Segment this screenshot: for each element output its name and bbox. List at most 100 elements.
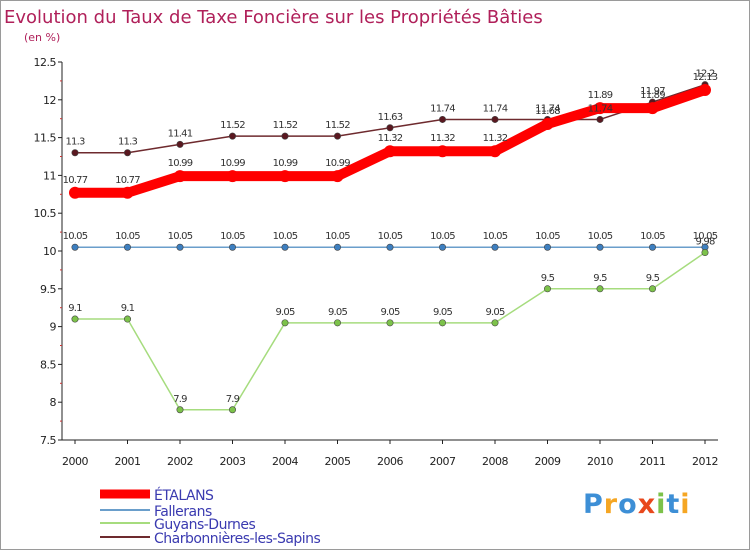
data-point: [333, 319, 341, 327]
data-label: 12.13: [693, 72, 718, 83]
y-tick-label: 9.5: [40, 283, 56, 296]
x-tick-label: 2006: [377, 455, 403, 468]
logo-letter: t: [666, 489, 681, 520]
data-label: 11.52: [220, 120, 245, 131]
data-label: 10.99: [325, 158, 350, 169]
series-line: [74, 251, 706, 411]
data-point: [71, 149, 79, 157]
data-point: [386, 124, 394, 132]
data-point: [281, 319, 289, 327]
data-label: 11.89: [588, 90, 613, 101]
data-label: 9.5: [541, 273, 555, 284]
data-label: 9.05: [485, 307, 505, 318]
data-label: 10.05: [693, 231, 718, 242]
data-point: [279, 170, 291, 183]
data-point: [124, 243, 132, 251]
data-label: 10.05: [325, 231, 350, 242]
data-label: 10.05: [115, 231, 140, 242]
legend-label: Fallerans: [154, 504, 212, 520]
data-point: [176, 406, 184, 414]
data-label: 11.74: [535, 103, 560, 114]
logo-letter: x: [637, 489, 657, 520]
x-tick-label: 2004: [272, 455, 298, 468]
data-point: [386, 243, 394, 251]
y-tick-label: 12.5: [34, 56, 57, 69]
data-point: [543, 285, 551, 293]
data-label: 11.32: [378, 133, 403, 144]
x-tick-label: 2003: [220, 455, 246, 468]
x-tick-label: 2002: [167, 455, 193, 468]
data-label: 9.05: [433, 307, 453, 318]
data-label: 10.05: [168, 231, 193, 242]
data-label: 9.5: [646, 273, 660, 284]
legend: ÉTALANSFalleransGuyans-DurnesCharbonnièr…: [100, 487, 321, 547]
data-point: [646, 102, 659, 115]
data-point: [174, 170, 186, 183]
data-label: 7.9: [173, 394, 187, 405]
data-point: [333, 243, 341, 251]
data-label: 11.63: [378, 112, 403, 123]
data-label: 12.2: [695, 69, 715, 80]
data-point: [541, 117, 554, 130]
data-label: 7.9: [226, 394, 240, 405]
data-point: [281, 132, 289, 140]
x-tick-label: 2005: [325, 455, 351, 468]
data-point: [594, 102, 606, 115]
data-label: 9.1: [121, 303, 135, 314]
data-point: [596, 115, 604, 123]
data-point: [384, 145, 396, 158]
data-point: [124, 149, 132, 157]
data-point: [648, 285, 656, 293]
data-label: 10.77: [63, 175, 88, 186]
data-label: 10.99: [273, 158, 298, 169]
data-label: 11.74: [483, 103, 508, 114]
data-point: [701, 249, 709, 257]
data-point: [438, 243, 446, 251]
data-point: [491, 319, 499, 327]
logo-letter: P: [583, 489, 604, 520]
data-label: 9.05: [275, 307, 295, 318]
data-point: [229, 243, 237, 251]
x-tick-label: 2007: [430, 455, 456, 468]
logo-letter: i: [656, 489, 667, 520]
data-point: [436, 145, 449, 158]
data-label: 11.89: [640, 90, 665, 101]
data-point: [438, 115, 446, 123]
y-tick-label: 12: [43, 94, 56, 107]
x-tick-label: 2000: [62, 455, 88, 468]
data-point: [543, 243, 551, 251]
data-point: [491, 115, 499, 123]
logo-letter: i: [680, 489, 691, 520]
x-tick-label: 2009: [535, 455, 561, 468]
data-point: [438, 319, 446, 327]
data-label: 10.05: [483, 231, 508, 242]
legend-label: ÉTALANS: [154, 487, 214, 504]
data-label: 9.05: [380, 307, 400, 318]
data-label: 9.5: [593, 273, 607, 284]
data-point: [386, 319, 394, 327]
chart-title: Evolution du Taux de Taxe Foncière sur l…: [4, 7, 543, 28]
legend-label: Charbonnières-les-Sapins: [154, 531, 321, 547]
x-tick-label: 2008: [482, 455, 508, 468]
series-layer: [69, 81, 711, 414]
data-point: [226, 170, 239, 183]
x-tick-label: 2012: [692, 455, 718, 468]
data-point: [124, 315, 132, 323]
y-tick-label: 7.5: [40, 434, 56, 447]
data-label: 11.41: [168, 128, 193, 139]
data-point: [71, 315, 79, 323]
data-label: 10.77: [115, 175, 140, 186]
data-label: 11.68: [535, 106, 560, 117]
data-label: 11.32: [430, 133, 455, 144]
chart-subtitle: (en %): [24, 31, 60, 44]
data-point: [648, 243, 656, 251]
logo-letter: r: [603, 489, 619, 520]
data-label: 10.05: [640, 231, 665, 242]
data-label: 10.99: [220, 158, 245, 169]
axis-layer: 7.5 8 8.5 9 9.5 10 10.5 11 11.5 12 12.5 2000 2001 200…: [34, 56, 719, 468]
data-point: [229, 406, 237, 414]
data-label: 11.52: [273, 120, 298, 131]
data-point: [596, 285, 604, 293]
